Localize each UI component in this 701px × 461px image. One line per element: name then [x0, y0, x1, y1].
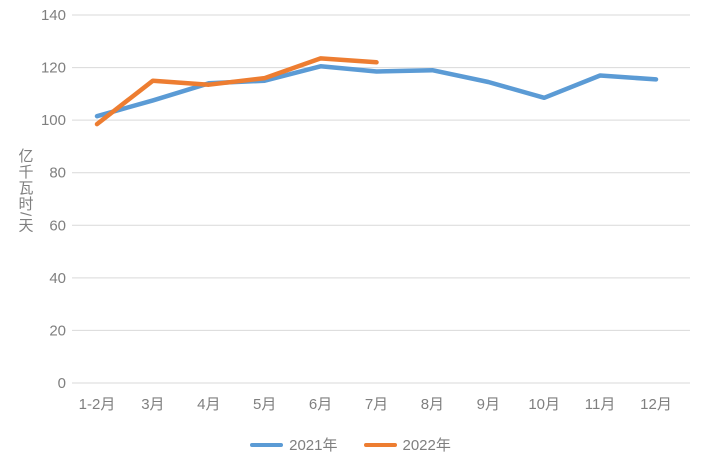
y-tick-label: 100: [41, 112, 66, 129]
legend-label-2021: 2021年: [289, 437, 338, 454]
y-tick-label: 60: [49, 217, 66, 234]
y-tick-label: 0: [58, 375, 66, 392]
legend-item-2022: 2022年: [363, 434, 451, 455]
x-tick-label: 12月: [640, 396, 672, 413]
series-line-2021: [94, 64, 659, 119]
x-tick-label: 5月: [253, 396, 276, 413]
x-tick-label: 3月: [141, 396, 164, 413]
y-axis-title: 亿千瓦时/天: [16, 148, 34, 234]
legend-label-2022: 2022年: [402, 437, 451, 454]
y-tick-label: 20: [49, 322, 66, 339]
y-tick-label: 40: [49, 270, 66, 287]
y-tick-label: 120: [41, 60, 66, 77]
legend: 2021年 2022年: [0, 434, 701, 455]
y-tick-label: 140: [41, 7, 66, 24]
y-tick-label: 80: [49, 165, 66, 182]
x-tick-label: 8月: [421, 396, 444, 413]
x-tick-label: 4月: [197, 396, 220, 413]
legend-swatch-2021-icon: [250, 442, 284, 447]
series-line-2022: [94, 56, 379, 127]
legend-swatch-2022-icon: [363, 442, 397, 447]
x-tick-label: 6月: [309, 396, 332, 413]
x-tick-label: 1-2月: [79, 396, 116, 413]
legend-item-2021: 2021年: [250, 434, 338, 455]
x-tick-label: 9月: [477, 396, 500, 413]
x-tick-label: 7月: [365, 396, 388, 413]
x-tick-label: 10月: [528, 396, 560, 413]
x-tick-label: 11月: [585, 396, 616, 413]
